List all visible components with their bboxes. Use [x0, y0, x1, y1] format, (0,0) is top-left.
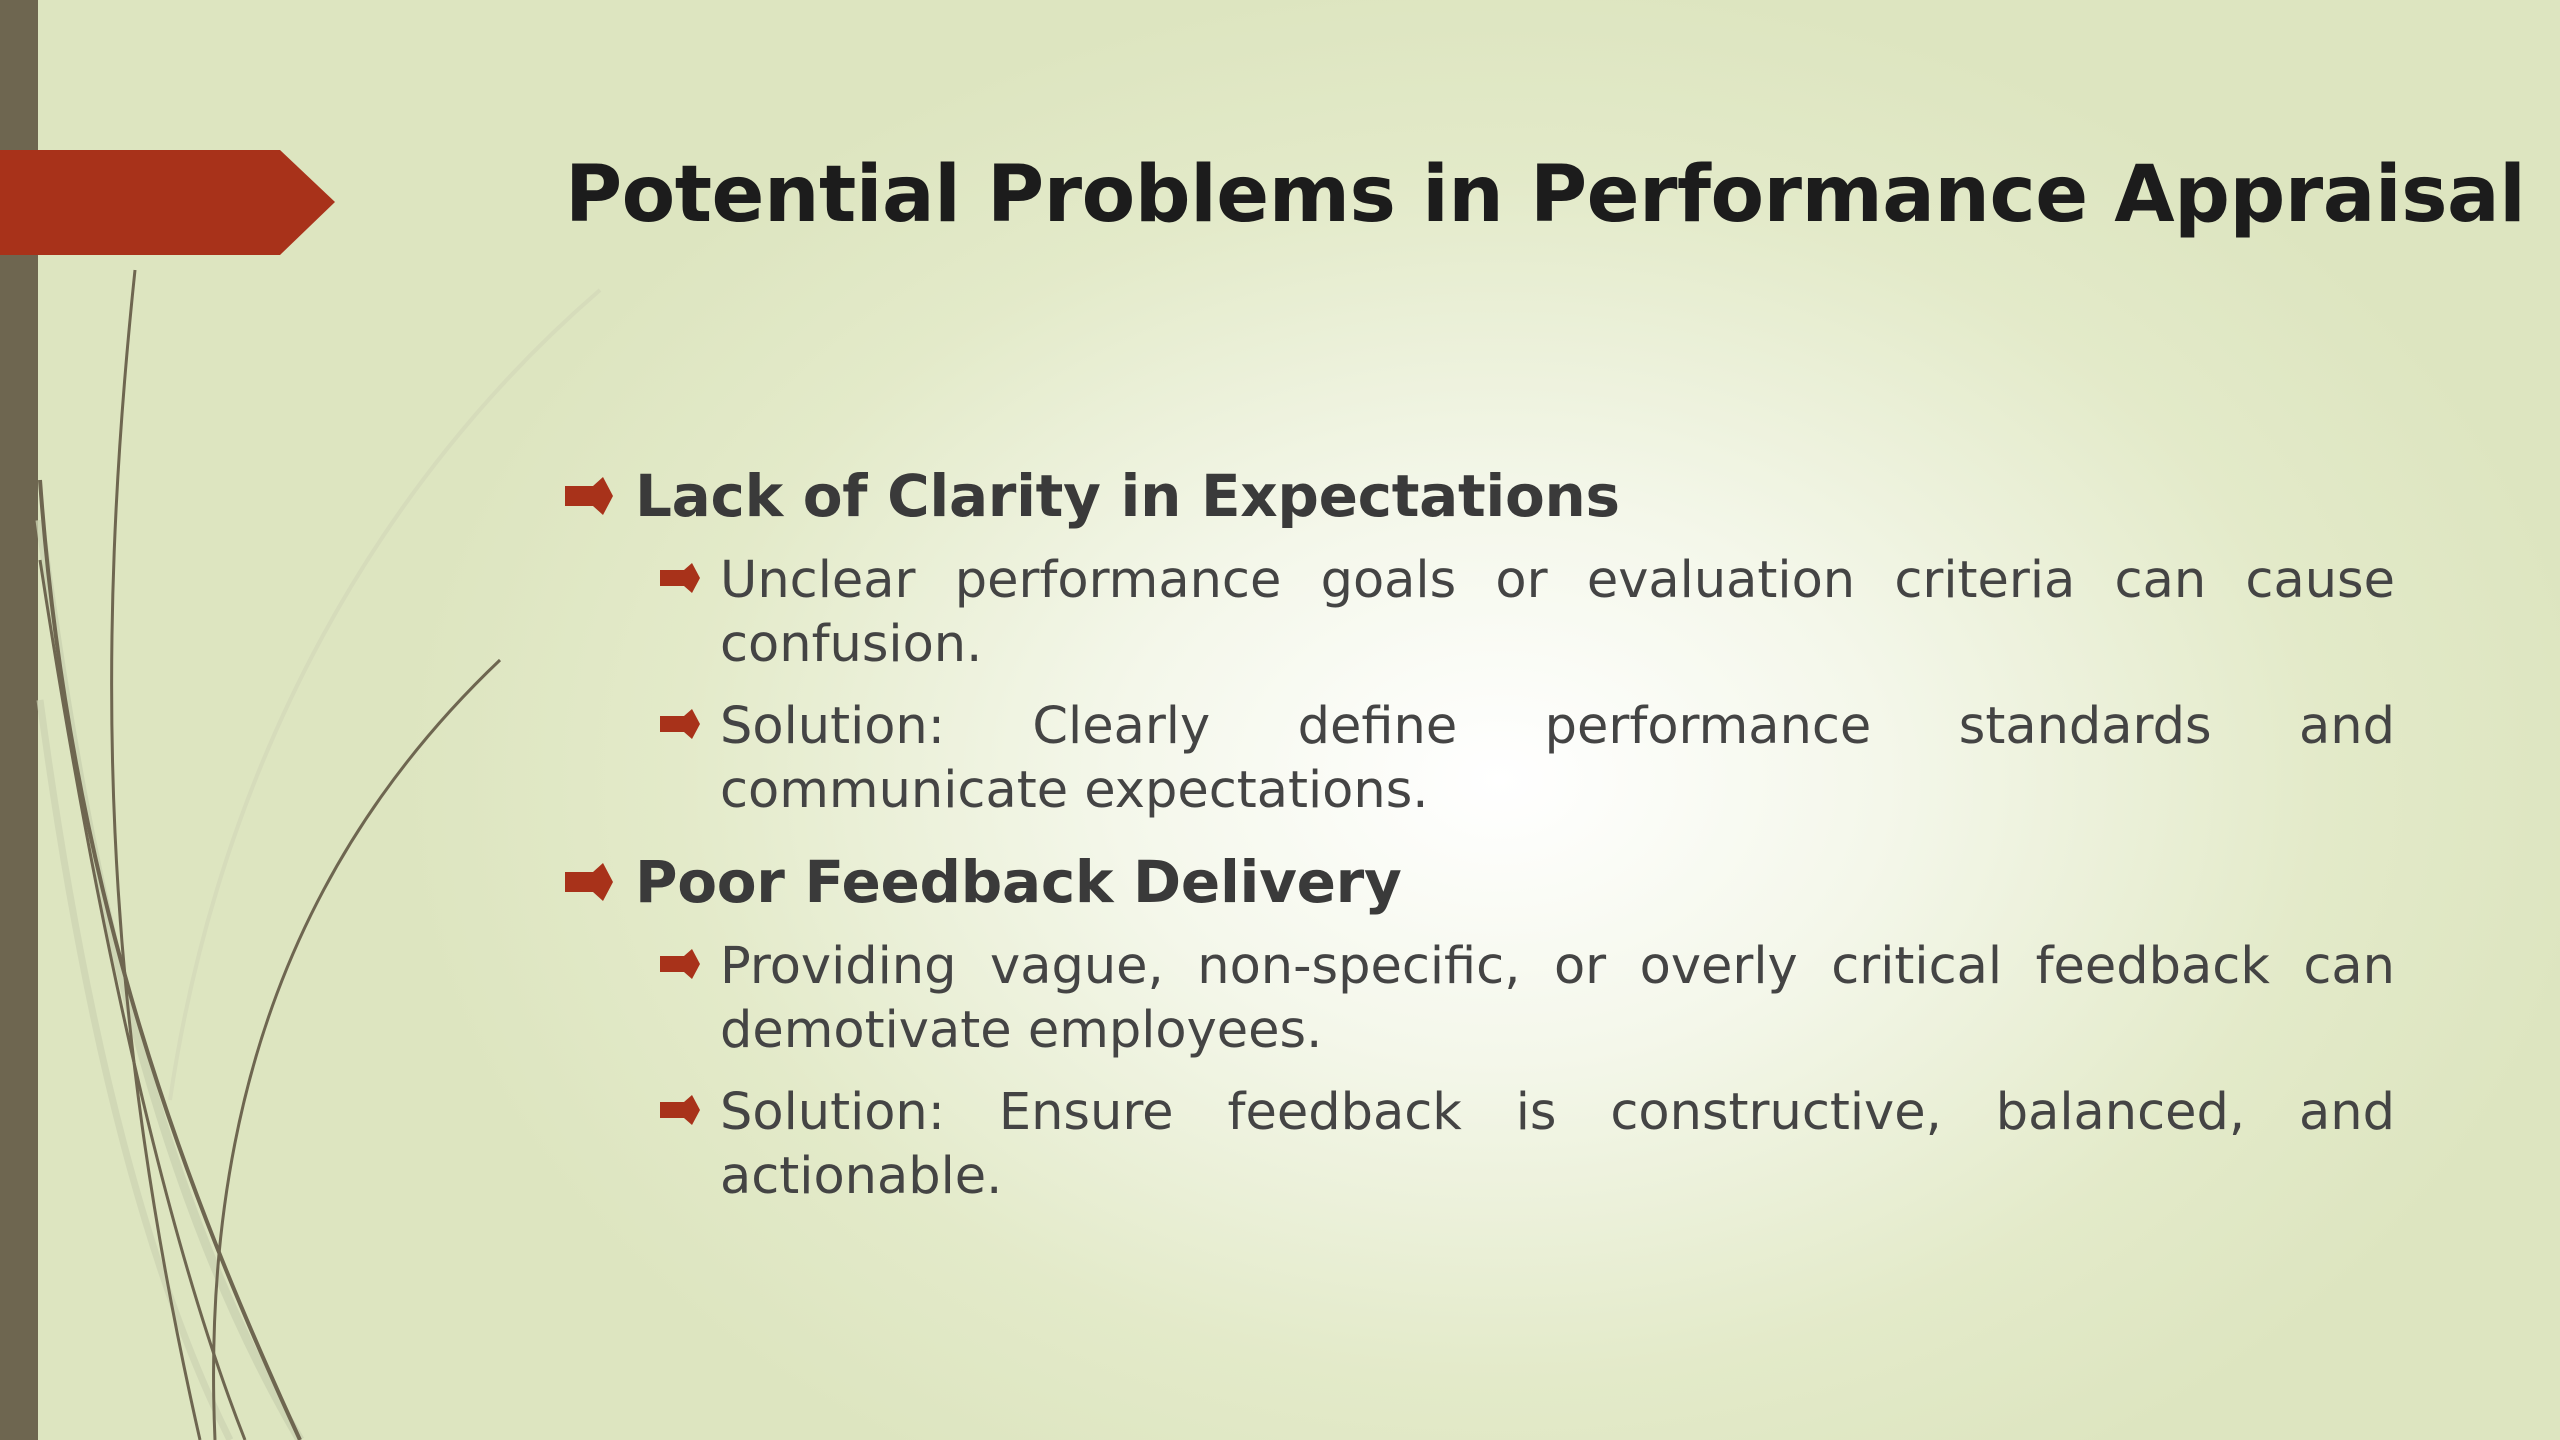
arrow-bullet-icon	[660, 563, 700, 593]
bullet-point: Solution: Ensure feedback is constructiv…	[660, 1081, 2395, 1209]
title-arrow-tag	[0, 150, 335, 255]
bullet-point: Unclear performance goals or evaluation …	[660, 549, 2395, 677]
section-heading: Lack of Clarity in Expectations	[565, 455, 2395, 537]
arrow-bullet-icon	[660, 949, 700, 979]
arrow-bullet-icon	[660, 1095, 700, 1125]
section-poor-feedback: Poor Feedback Delivery Providing vague, …	[565, 841, 2395, 1209]
bullet-point-text: Unclear performance goals or evaluation …	[720, 551, 2395, 674]
slide-content: Lack of Clarity in Expectations Unclear …	[565, 455, 2395, 1227]
slide-title: Potential Problems in Performance Apprai…	[565, 150, 2526, 240]
arrow-bullet-icon	[660, 709, 700, 739]
bullet-point-text: Solution: Clearly define performance sta…	[720, 697, 2395, 820]
decorative-curves	[35, 269, 602, 1440]
arrow-bullet-icon	[565, 863, 613, 901]
section-heading-text: Lack of Clarity in Expectations	[635, 462, 1620, 530]
bullet-point: Providing vague, non-specific, or overly…	[660, 935, 2395, 1063]
bullet-point-text: Solution: Ensure feedback is constructiv…	[720, 1083, 2395, 1206]
section-lack-of-clarity: Lack of Clarity in Expectations Unclear …	[565, 455, 2395, 823]
arrow-bullet-icon	[565, 477, 613, 515]
section-heading-text: Poor Feedback Delivery	[635, 848, 1402, 916]
bullet-point-text: Providing vague, non-specific, or overly…	[720, 937, 2395, 1060]
section-heading: Poor Feedback Delivery	[565, 841, 2395, 923]
bullet-point: Solution: Clearly define performance sta…	[660, 695, 2395, 823]
